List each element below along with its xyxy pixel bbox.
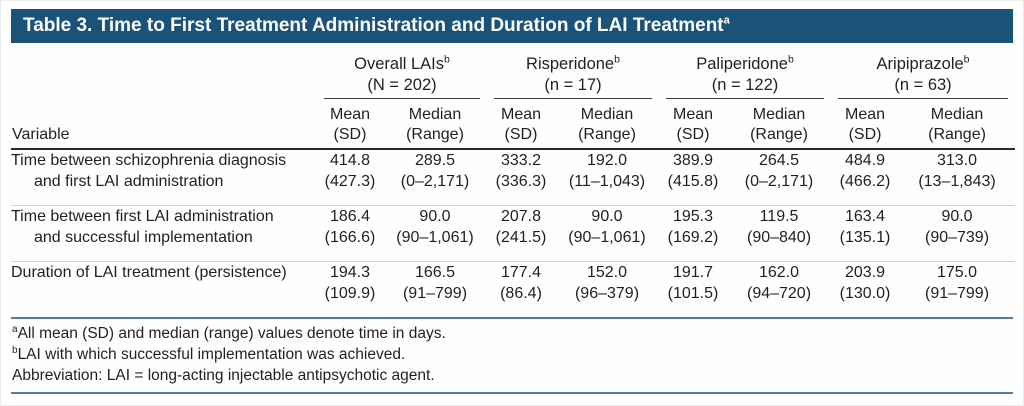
column-group-aripiprazole: Aripiprazoleb (n = 63) bbox=[831, 47, 1015, 99]
footnote-marker: b bbox=[12, 344, 18, 356]
table-row: Time between schizophrenia diagnosis and… bbox=[11, 149, 1015, 205]
data-cell: 192.0 (11–1,043) bbox=[568, 152, 646, 190]
column-group-header-row: Overall LAIsb (N = 202) Risperidoneb (n … bbox=[11, 47, 1015, 99]
column-header-mean: Mean (SD) bbox=[831, 99, 900, 150]
group-n: (n = 17) bbox=[544, 76, 602, 94]
column-group-risperidone: Risperidoneb (n = 17) bbox=[487, 47, 659, 99]
group-footnote-marker: b bbox=[787, 53, 794, 66]
data-cell: 90.0 (90–739) bbox=[899, 204, 1016, 261]
data-cell: 152.0 (96–379) bbox=[555, 260, 659, 317]
table-title: Table 3. Time to First Treatment Adminis… bbox=[23, 15, 724, 36]
data-cell: 186.4 (166.6) bbox=[317, 204, 383, 261]
column-header-mean: Mean (SD) bbox=[317, 99, 383, 150]
group-n: (n = 63) bbox=[894, 76, 952, 94]
variable-cell: Time between first LAI administration an… bbox=[11, 204, 317, 261]
group-name: Overall LAIsb bbox=[354, 53, 450, 73]
column-group-paliperidone: Paliperidoneb (n = 122) bbox=[659, 47, 831, 99]
column-header-mean: Mean (SD) bbox=[487, 99, 555, 150]
footnote-b: bLAI with which successful implementatio… bbox=[12, 344, 406, 363]
footnote-a: aAll mean (SD) and median (range) values… bbox=[12, 323, 446, 342]
data-cell: 166.5 (91–799) bbox=[383, 260, 487, 317]
variable-cell: Time between schizophrenia diagnosis and… bbox=[11, 152, 287, 190]
table-title-bar: Table 3. Time to First Treatment Adminis… bbox=[11, 9, 1013, 43]
table-title-footnote-marker: a bbox=[723, 14, 730, 27]
variable-column-spacer bbox=[11, 47, 317, 99]
group-name: Aripiprazoleb bbox=[876, 53, 970, 73]
data-cell: 207.8 (241.5) bbox=[487, 204, 555, 261]
data-cell: 191.7 (101.5) bbox=[659, 260, 727, 317]
data-cell: 414.8 (427.3) bbox=[324, 152, 376, 190]
group-name: Paliperidoneb bbox=[696, 53, 794, 73]
data-cell: 163.4 (135.1) bbox=[831, 204, 900, 261]
data-cell: 90.0 (90–1,061) bbox=[555, 204, 659, 261]
footnote-marker: a bbox=[12, 323, 18, 335]
data-cell: 389.9 (415.8) bbox=[667, 152, 719, 190]
group-footnote-marker: b bbox=[963, 53, 970, 66]
footnote-abbreviation: Abbreviation: LAI = long-acting injectab… bbox=[12, 367, 435, 384]
group-n: (N = 202) bbox=[367, 76, 437, 94]
data-cell: 119.5 (90–840) bbox=[727, 204, 832, 261]
group-footnote-marker: b bbox=[614, 53, 620, 66]
data-cell: 162.0 (94–720) bbox=[727, 260, 832, 317]
data-cell: 289.5 (0–2,171) bbox=[400, 152, 470, 190]
column-header-median: Median (Range) bbox=[555, 99, 659, 150]
data-cell: 313.0 (13–1,843) bbox=[918, 152, 996, 190]
group-footnote-marker: b bbox=[444, 53, 450, 66]
data-cell: 264.5 (0–2,171) bbox=[744, 152, 814, 190]
table-row: Time between first LAI administration an… bbox=[11, 204, 1016, 261]
variable-cell: Duration of LAI treatment (persistence) bbox=[11, 260, 317, 317]
variable-column-header: Variable bbox=[11, 99, 317, 150]
group-n: (n = 122) bbox=[711, 76, 779, 94]
column-header-median: Median (Range) bbox=[383, 99, 487, 150]
column-group-overall-lais: Overall LAIsb (N = 202) bbox=[317, 47, 487, 99]
data-table: Overall LAIsb (N = 202) Risperidoneb (n … bbox=[11, 47, 1016, 317]
data-cell: 333.2 (336.3) bbox=[495, 152, 547, 190]
data-cell: 90.0 (90–1,061) bbox=[383, 204, 487, 261]
sub-header-row: Variable Mean (SD) Median (Range) Mean (SD)… bbox=[11, 99, 1016, 150]
data-cell: 194.3 (109.9) bbox=[317, 260, 383, 317]
data-cell: 195.3 (169.2) bbox=[659, 204, 727, 261]
column-header-median: Median (Range) bbox=[727, 99, 832, 150]
data-cell: 177.4 (86.4) bbox=[487, 260, 555, 317]
column-header-mean: Mean (SD) bbox=[659, 99, 727, 150]
data-cell: 203.9 (130.0) bbox=[831, 260, 900, 317]
table-row: Duration of LAI treatment (persistence) … bbox=[11, 260, 1016, 317]
data-cell: 175.0 (91–799) bbox=[899, 260, 1016, 317]
footnotes: aAll mean (SD) and median (range) values… bbox=[11, 317, 1013, 394]
column-header-median: Median (Range) bbox=[899, 99, 1016, 150]
data-cell: 484.9 (466.2) bbox=[839, 152, 891, 190]
group-name: Risperidoneb bbox=[526, 53, 620, 73]
